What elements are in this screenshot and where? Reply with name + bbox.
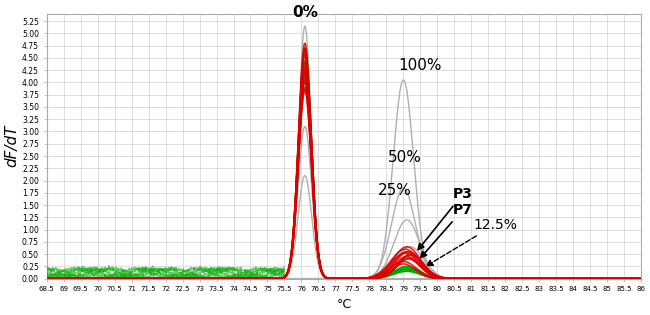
Text: 25%: 25% (378, 183, 412, 198)
Y-axis label: dF/dT: dF/dT (4, 125, 19, 168)
Text: 100%: 100% (398, 58, 442, 73)
Text: 0%: 0% (292, 5, 318, 20)
X-axis label: °C: °C (337, 298, 352, 311)
Text: P3: P3 (418, 187, 473, 249)
Text: 12.5%: 12.5% (427, 218, 517, 266)
Text: P7: P7 (421, 203, 473, 257)
Text: 50%: 50% (388, 150, 422, 165)
